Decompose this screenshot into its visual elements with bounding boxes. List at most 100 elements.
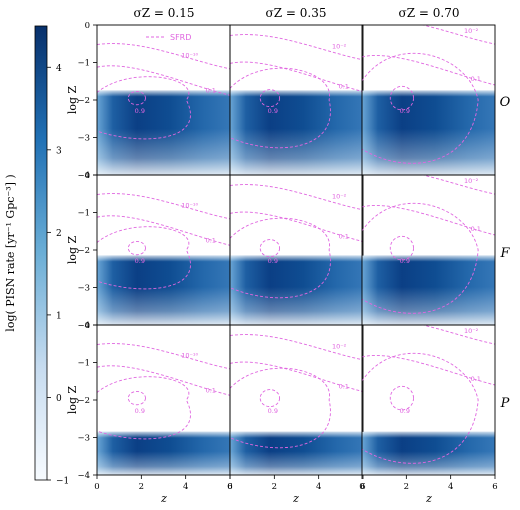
contour-label: 10⁻² xyxy=(464,177,479,185)
sfrd-contours xyxy=(362,175,495,314)
contour-line xyxy=(421,175,495,195)
sfrd-contours xyxy=(97,343,230,440)
sfrd-contours xyxy=(230,184,363,299)
panel-grid: 10⁻¹⁰ 0.1 0.9 10⁻² 0.1 0.9 10⁻² 0.1 0.9 0 −1 −2 −3 −4… xyxy=(77,21,497,492)
contour-label: 0.1 xyxy=(471,375,481,383)
panel-r1-c1: 10⁻¹⁰ 0.1 0.9 xyxy=(96,24,231,176)
contour-label: 0.9 xyxy=(268,407,278,415)
contour-line xyxy=(97,215,230,246)
contour-line xyxy=(421,25,495,45)
contour-line xyxy=(362,55,495,86)
x-tick-label: 2 xyxy=(272,482,277,492)
contour-label: 0.9 xyxy=(400,257,410,265)
contour-label: 0.9 xyxy=(268,257,278,265)
contour-label: 0.1 xyxy=(206,87,216,95)
contour-line xyxy=(97,376,191,440)
contour-label: 10⁻¹⁰ xyxy=(181,202,198,210)
y-tick-label: 0 xyxy=(85,21,90,31)
contour-line xyxy=(362,53,479,164)
y-tick-label: 0 xyxy=(85,321,90,331)
contour-label: 0.9 xyxy=(400,407,410,415)
contour-ellipse xyxy=(259,239,281,258)
panel-r1-c2: 10⁻² 0.1 0.9 xyxy=(229,24,364,176)
legend-label: SFRD xyxy=(170,33,191,42)
panel-r2-c1: 10⁻¹⁰ 0.1 0.9 xyxy=(96,174,231,326)
colorbar-tick-label: 1 xyxy=(56,311,62,321)
contour-label: 0.9 xyxy=(135,107,145,115)
contour-label: 0.1 xyxy=(339,382,349,390)
panel-frame xyxy=(361,324,496,476)
contour-ellipse xyxy=(389,85,414,111)
y-tick-label: −1 xyxy=(77,359,90,369)
row-label-o: O xyxy=(500,95,511,110)
y-tick-label: −4 xyxy=(77,171,90,181)
contour-line xyxy=(97,365,230,396)
colorbar-gradient xyxy=(34,25,48,481)
contour-line xyxy=(230,334,363,361)
sfrd-contours xyxy=(362,325,495,464)
sfrd-contours xyxy=(230,334,363,449)
contour-line xyxy=(362,203,479,314)
contour-line xyxy=(230,217,331,299)
contour-label: 10⁻² xyxy=(332,43,347,51)
contour-line xyxy=(230,361,363,392)
panel-r2-c2: 10⁻² 0.1 0.9 xyxy=(229,174,364,326)
sfrd-contours xyxy=(362,25,495,164)
col-title-1: σZ = 0.15 xyxy=(134,6,195,20)
y-tick-label: −2 xyxy=(77,246,90,256)
y-tick-label: −1 xyxy=(77,59,90,69)
contour-label: 10⁻¹⁰ xyxy=(181,352,198,360)
panel-r1-c3: 10⁻² 0.1 0.9 xyxy=(361,24,496,176)
colorbar-tick-label: 3 xyxy=(56,146,62,156)
x-tick-label: 2 xyxy=(139,482,144,492)
contour-label: 0.9 xyxy=(400,107,410,115)
ylabel-row-3: log Z xyxy=(66,385,79,414)
contour-ellipse xyxy=(127,91,146,106)
sfrd-contours xyxy=(97,193,230,290)
y-tick-label: −3 xyxy=(77,434,90,444)
contour-label: 0.9 xyxy=(268,107,278,115)
contour-label: 10⁻² xyxy=(464,327,479,335)
contour-label: 0.1 xyxy=(206,237,216,245)
y-tick-label: −3 xyxy=(77,284,90,294)
contour-line xyxy=(362,205,495,236)
contour-label: 10⁻² xyxy=(332,343,347,351)
colorbar-ticks: −1 0 1 2 3 4 xyxy=(47,64,69,487)
contour-line xyxy=(230,67,331,149)
contour-label: 10⁻² xyxy=(332,193,347,201)
ylabel-row-1: log Z xyxy=(66,85,79,114)
colorbar-tick-label: −1 xyxy=(56,477,69,487)
colorbar-label: log( PISN rate [yr⁻¹ Gpc⁻³] ) xyxy=(4,174,17,331)
contour-label: 10⁻² xyxy=(464,27,479,35)
row-label-p: P xyxy=(500,396,510,411)
colorbar: −1 0 1 2 3 4 log( PISN rate [yr⁻¹ Gpc⁻³] ) xyxy=(4,25,69,487)
contour-ellipse xyxy=(127,241,146,256)
contour-label: 0.1 xyxy=(206,387,216,395)
y-tick-label: −1 xyxy=(77,209,90,219)
y-tick-label: −4 xyxy=(77,471,90,481)
colorbar-tick-label: 2 xyxy=(56,229,62,239)
y-tick-label: 0 xyxy=(85,171,90,181)
x-tick-label: 6 xyxy=(227,482,232,492)
col-title-2: σZ = 0.35 xyxy=(266,6,327,20)
contour-ellipse xyxy=(127,391,146,406)
col-title-3: σZ = 0.70 xyxy=(399,6,460,20)
panel-frame xyxy=(229,324,364,476)
x-tick-label: 4 xyxy=(183,482,188,492)
xlabel-col-1: z xyxy=(160,492,167,505)
contour-ellipse xyxy=(389,235,414,261)
contour-line xyxy=(97,65,230,96)
x-tick-label: 4 xyxy=(316,482,321,492)
y-tick-label: −2 xyxy=(77,96,90,106)
ylabel-row-2: log Z xyxy=(66,235,79,264)
x-tick-label: 4 xyxy=(448,482,453,492)
contour-label: 0.1 xyxy=(339,232,349,240)
contour-line xyxy=(97,343,230,370)
contour-ellipse xyxy=(259,389,281,408)
row-label-f: F xyxy=(499,246,510,261)
contour-label: 0.1 xyxy=(471,75,481,83)
x-tick-label: 6 xyxy=(492,482,497,492)
panel-r2-c3: 10⁻² 0.1 0.9 xyxy=(361,174,496,326)
panel-r3-c1: 10⁻¹⁰ 0.1 0.9 xyxy=(96,324,231,476)
